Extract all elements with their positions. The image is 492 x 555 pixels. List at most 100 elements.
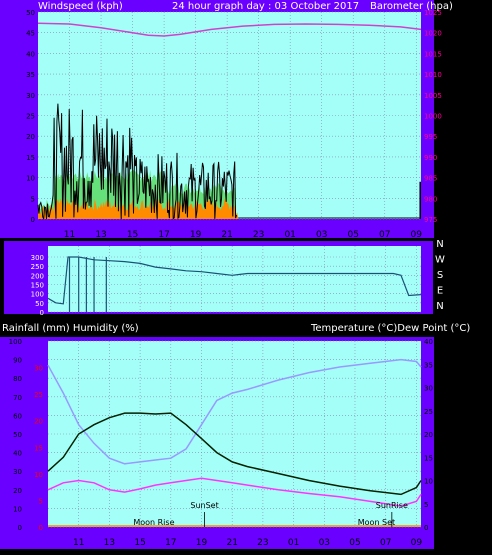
wind-dir-tick-label: 300 <box>31 254 44 262</box>
x-tick-label: 19 <box>190 230 202 240</box>
x-tick-label: 21 <box>221 230 232 240</box>
rainfall-tick-label: 30 <box>34 365 43 373</box>
barometer-tick-label: 1000 <box>424 113 442 121</box>
x-tick-label: 13 <box>104 538 115 548</box>
x-tick-label: 17 <box>165 538 176 548</box>
x-tick-label: 03 <box>319 538 330 548</box>
x-tick-label: 21 <box>226 538 237 548</box>
rainfall-tick-label: 10 <box>34 471 43 479</box>
wind-dir-tick-label: 200 <box>31 272 44 280</box>
barometer-tick-label: 1015 <box>424 50 442 58</box>
windspeed-tick-label: 30 <box>26 92 35 100</box>
x-tick-label: 23 <box>257 538 268 548</box>
compass-label: W <box>435 255 445 266</box>
rain-humidity-axis-label: Rainfall (mm) Humidity (%) <box>2 323 139 334</box>
humidity-tick-label: 50 <box>13 431 22 439</box>
humidity-tick-label: 40 <box>13 450 22 458</box>
windspeed-tick-label: 45 <box>26 30 35 38</box>
barometer-tick-label: 1005 <box>424 92 442 100</box>
humidity-tick-label: 20 <box>13 487 22 495</box>
windspeed-axis-label: Windspeed (kph) <box>38 1 123 12</box>
barometer-tick-label: 980 <box>424 195 437 203</box>
wind-average-area <box>38 198 239 219</box>
windspeed-tick-label: 5 <box>31 195 35 203</box>
barometer-tick-label: 975 <box>424 216 437 224</box>
humidity-tick-label: 90 <box>13 357 22 365</box>
windspeed-tick-label: 0 <box>31 216 35 224</box>
wind-dir-tick-label: 100 <box>31 291 44 299</box>
x-tick-label: 23 <box>253 230 264 240</box>
barometer-tick-label: 1025 <box>424 9 442 17</box>
x-tick-label: 07 <box>380 538 391 548</box>
sunset-label: SunSet <box>190 501 218 510</box>
compass-label: N <box>436 301 443 312</box>
x-tick-label: 03 <box>316 230 327 240</box>
temperature-tick-label: 10 <box>424 478 433 486</box>
humidity-tick-label: 0 <box>18 524 22 532</box>
humidity-tick-label: 10 <box>13 505 22 513</box>
x-tick-label: 09 <box>411 538 423 548</box>
barometer-tick-label: 995 <box>424 133 437 141</box>
temperature-tick-label: 35 <box>424 361 433 369</box>
windspeed-tick-label: 40 <box>26 50 35 58</box>
x-tick-label: 15 <box>127 230 138 240</box>
rainfall-tick-label: 20 <box>34 418 43 426</box>
humidity-tick-label: 30 <box>13 468 22 476</box>
wind-dir-tick-label: 250 <box>31 263 44 271</box>
rainfall-tick-label: 25 <box>34 391 43 399</box>
barometer-tick-label: 1010 <box>424 71 442 79</box>
wind-dir-tick-label: 0 <box>40 309 44 317</box>
temperature-tick-label: 30 <box>424 385 433 393</box>
barometer-tick-label: 990 <box>424 154 437 162</box>
x-tick-label: 11 <box>73 538 84 548</box>
x-tick-label: 01 <box>288 538 299 548</box>
windspeed-line <box>37 103 238 220</box>
temperature-tick-label: 40 <box>424 338 433 346</box>
barometer-axis-label: Barometer (hpa) <box>370 1 453 12</box>
humidity-tick-label: 70 <box>13 394 22 402</box>
wind-dir-tick-label: 50 <box>35 300 44 308</box>
wind-dir-tick-label: 150 <box>31 282 44 290</box>
windspeed-tick-label: 10 <box>26 175 35 183</box>
moonrise-label: Moon Rise <box>133 518 174 527</box>
barometer-tick-label: 985 <box>424 175 437 183</box>
temperature-tick-label: 25 <box>424 408 433 416</box>
moonset-label: Moon Set <box>358 518 395 527</box>
temperature-tick-label: 20 <box>424 431 433 439</box>
sunrise-label: SunRise <box>376 501 408 510</box>
temperature-tick-label: 0 <box>424 524 428 532</box>
windspeed-tick-label: 50 <box>26 9 35 17</box>
x-tick-label: 05 <box>347 230 358 240</box>
x-tick-label: 13 <box>95 230 106 240</box>
windspeed-tick-label: 25 <box>26 113 35 121</box>
barometer-tick-label: 1020 <box>424 30 442 38</box>
temperature-tick-label: 5 <box>424 501 428 509</box>
rainfall-tick-label: 5 <box>39 497 43 505</box>
compass-label: E <box>437 286 443 297</box>
windspeed-tick-label: 20 <box>26 133 35 141</box>
x-tick-label: 09 <box>411 230 423 240</box>
x-tick-label: 15 <box>134 538 145 548</box>
x-tick-label: 11 <box>64 230 75 240</box>
humidity-line <box>47 358 422 465</box>
compass-label: N <box>436 239 443 250</box>
dewpoint-line <box>47 477 422 507</box>
rainfall-tick-label: 15 <box>34 444 43 452</box>
humidity-tick-label: 100 <box>9 338 22 346</box>
temperature-tick-label: 15 <box>424 454 433 462</box>
x-tick-label: 01 <box>284 230 295 240</box>
x-tick-label: 19 <box>196 538 208 548</box>
humidity-tick-label: 80 <box>13 375 22 383</box>
chart-title: 24 hour graph day : 03 October 2017 <box>172 1 359 12</box>
x-tick-label: 05 <box>349 538 360 548</box>
compass-label: S <box>437 270 443 281</box>
x-tick-label: 07 <box>379 230 390 240</box>
humidity-tick-label: 60 <box>13 412 22 420</box>
windspeed-tick-label: 15 <box>26 154 35 162</box>
x-tick-label: 17 <box>158 230 169 240</box>
barometer-line <box>37 22 422 37</box>
windspeed-tick-label: 35 <box>26 71 35 79</box>
temperature-line <box>47 412 422 496</box>
